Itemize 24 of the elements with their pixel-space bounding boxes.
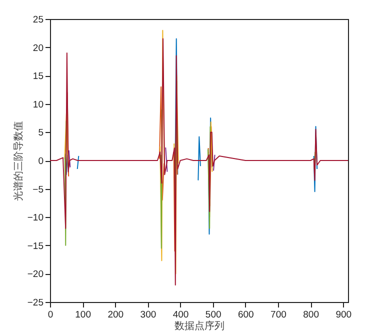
y-tick-label: 5 bbox=[38, 128, 44, 139]
x-tick-label: 100 bbox=[75, 310, 91, 320]
x-tick-label: 900 bbox=[336, 310, 352, 320]
x-tick-label: 0 bbox=[48, 310, 54, 320]
y-tick-label: −5 bbox=[32, 184, 44, 196]
line-series bbox=[50, 38, 348, 286]
y-axis-title: 光谱的三阶导数值 bbox=[12, 121, 24, 201]
x-tick-label: 600 bbox=[238, 310, 254, 320]
x-axis-title: 数据点序列 bbox=[174, 320, 224, 332]
y-tick-label: 0 bbox=[38, 156, 44, 167]
y-tick-label: −10 bbox=[27, 212, 44, 224]
y-tick-label: −20 bbox=[27, 269, 44, 280]
y-tick-label: 20 bbox=[32, 42, 44, 54]
x-tick-label: 200 bbox=[108, 310, 124, 320]
y-tick-label: −15 bbox=[27, 240, 44, 252]
x-tick-label: 700 bbox=[270, 310, 286, 320]
x-tick-label: 800 bbox=[303, 310, 319, 320]
y-tick-label: 10 bbox=[32, 99, 44, 110]
x-tick-label: 300 bbox=[140, 310, 156, 320]
x-tick-label: 400 bbox=[172, 310, 189, 320]
y-tick-label: −25 bbox=[27, 298, 44, 308]
x-tick-label: 500 bbox=[205, 310, 222, 320]
y-tick-label: 15 bbox=[32, 71, 44, 82]
y-tick-label: 25 bbox=[32, 14, 44, 26]
